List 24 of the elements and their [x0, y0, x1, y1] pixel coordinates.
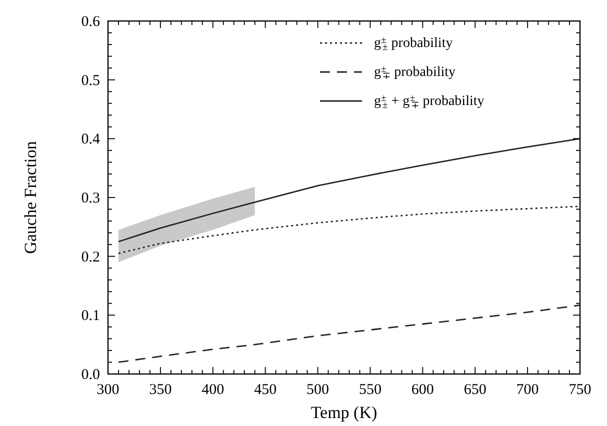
- x-tick-label: 450: [254, 382, 277, 398]
- y-tick-label: 0.1: [81, 308, 100, 324]
- x-tick-label: 500: [306, 382, 330, 398]
- legend-label: g$^{±}$$_{±}$ + g$^{±}$$_{∓}$ probability: [374, 93, 484, 111]
- y-tick-label: 0.3: [81, 190, 100, 206]
- y-tick-label: 0.6: [81, 14, 100, 30]
- x-tick-label: 350: [149, 382, 172, 398]
- y-tick-label: 0.5: [81, 72, 100, 89]
- legend-label: g$^{±}$$_{±}$ probability: [374, 35, 453, 53]
- y-tick-label: 0.4: [81, 132, 100, 148]
- line-series: [118, 304, 581, 363]
- line-series: [118, 138, 581, 242]
- legend-label: g$^{±}$$_{∓}$ probability: [374, 64, 456, 82]
- y-tick-label: 0.0: [81, 367, 100, 383]
- x-tick-label: 750: [568, 382, 592, 398]
- x-tick-label: 700: [516, 382, 539, 398]
- x-tick-label: 600: [411, 382, 434, 398]
- x-tick-label: 550: [358, 382, 382, 398]
- y-tick-label: 0.2: [81, 249, 100, 266]
- x-tick-label: 650: [464, 382, 486, 398]
- x-axis-title: Temp (K): [310, 403, 378, 422]
- x-tick-label: 400: [202, 382, 224, 398]
- y-axis-title: Gauche Fraction: [21, 140, 40, 254]
- x-tick-label: 300: [96, 382, 120, 398]
